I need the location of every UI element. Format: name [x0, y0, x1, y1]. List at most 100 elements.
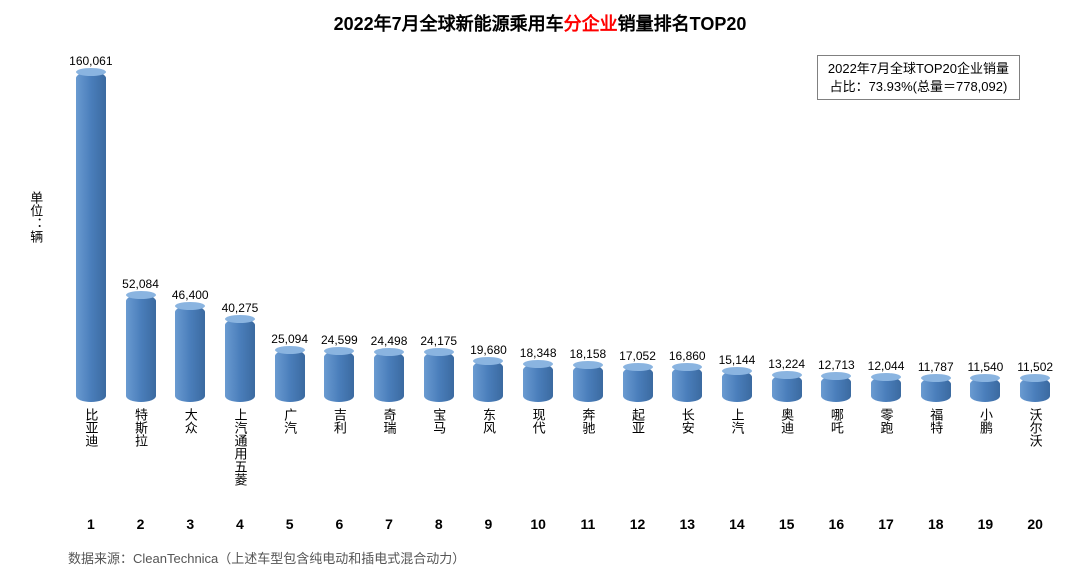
value-label: 16,860 — [669, 349, 706, 363]
bar-top-ellipse — [672, 363, 702, 371]
value-label: 18,158 — [569, 347, 606, 361]
category-label: 沃尔沃 — [1029, 408, 1042, 447]
bar: 160,061 — [76, 72, 106, 402]
plot-area: 160,061比亚迪52,084特斯拉46,400大众40,275上汽通用五菱2… — [66, 62, 1060, 402]
bar-slot: 11,540小鹏 — [961, 62, 1011, 402]
title-accent: 分企业 — [564, 14, 618, 34]
bar-slot: 52,084特斯拉 — [116, 62, 166, 402]
chart-canvas: 2022年7月全球新能源乘用车分企业销量排名TOP20 2022年7月全球TOP… — [0, 0, 1080, 574]
value-label: 11,787 — [918, 360, 954, 374]
rank-number: 5 — [286, 516, 294, 532]
category-label: 现代 — [532, 408, 545, 434]
value-label: 18,348 — [520, 346, 557, 360]
bar-slot: 24,599吉利 — [315, 62, 365, 402]
rank-number: 17 — [878, 516, 894, 532]
value-label: 13,224 — [768, 357, 805, 371]
bar: 16,860 — [672, 367, 702, 402]
category-label: 奔驰 — [581, 408, 594, 434]
bar: 25,094 — [275, 350, 305, 402]
bar: 11,502 — [1020, 378, 1050, 402]
bar-top-ellipse — [871, 373, 901, 381]
rank-number: 14 — [729, 516, 745, 532]
bar-top-ellipse — [1020, 374, 1050, 382]
chart-title: 2022年7月全球新能源乘用车分企业销量排名TOP20 — [0, 10, 1080, 36]
category-label: 东风 — [482, 408, 495, 434]
bar-slot: 24,498奇瑞 — [364, 62, 414, 402]
bar: 11,787 — [921, 378, 951, 402]
y-axis-unit-label: 单位：辆 — [28, 191, 42, 243]
bar-slot: 15,144上汽 — [712, 62, 762, 402]
category-label: 大众 — [184, 408, 197, 434]
value-label: 11,502 — [1017, 360, 1053, 374]
title-suffix: 销量排名TOP20 — [618, 14, 747, 34]
category-label: 零跑 — [880, 408, 893, 434]
source-footnote: 数据来源：CleanTechnica（上述车型包含纯电动和插电式混合动力） — [68, 548, 465, 567]
title-prefix: 2022年7月全球新能源乘用车 — [334, 14, 564, 34]
bar: 24,498 — [374, 352, 404, 402]
value-label: 11,540 — [968, 360, 1004, 374]
rank-number: 7 — [385, 516, 393, 532]
bar-slot: 13,224奥迪 — [762, 62, 812, 402]
value-label: 12,713 — [818, 358, 855, 372]
category-label: 吉利 — [333, 408, 346, 434]
value-label: 40,275 — [222, 301, 259, 315]
category-label: 特斯拉 — [134, 408, 147, 447]
value-label: 24,599 — [321, 333, 358, 347]
bar: 24,175 — [424, 352, 454, 402]
value-label: 19,680 — [470, 343, 507, 357]
category-label: 宝马 — [432, 408, 445, 434]
bar-top-ellipse — [473, 357, 503, 365]
bar-slot: 11,787福特 — [911, 62, 961, 402]
rank-number: 4 — [236, 516, 244, 532]
category-label: 比亚迪 — [84, 408, 97, 447]
category-label: 哪吒 — [830, 408, 843, 434]
rank-number: 12 — [630, 516, 646, 532]
value-label: 52,084 — [122, 277, 159, 291]
source-name: CleanTechnica — [133, 551, 218, 566]
bar-top-ellipse — [126, 291, 156, 299]
rank-number: 19 — [978, 516, 994, 532]
bar: 18,158 — [573, 365, 603, 402]
bar: 52,084 — [126, 295, 156, 402]
bar-slot: 19,680东风 — [464, 62, 514, 402]
bar-top-ellipse — [722, 367, 752, 375]
bar-top-ellipse — [175, 302, 205, 310]
category-label: 上汽 — [730, 408, 743, 434]
source-note: （上述车型包含纯电动和插电式混合动力） — [218, 551, 465, 566]
bar-top-ellipse — [623, 363, 653, 371]
bar-slot: 18,158奔驰 — [563, 62, 613, 402]
rank-number: 18 — [928, 516, 944, 532]
bar-top-ellipse — [970, 374, 1000, 382]
rank-number: 10 — [530, 516, 546, 532]
bar-slot: 18,348现代 — [513, 62, 563, 402]
bar-slot: 46,400大众 — [165, 62, 215, 402]
value-label: 24,175 — [420, 334, 457, 348]
category-label: 奥迪 — [780, 408, 793, 434]
bar-slot: 24,175宝马 — [414, 62, 464, 402]
bar-slot: 17,052起亚 — [613, 62, 663, 402]
bar-slot: 12,044零跑 — [861, 62, 911, 402]
bar-top-ellipse — [772, 371, 802, 379]
rank-number: 6 — [335, 516, 343, 532]
bar-slot: 16,860长安 — [662, 62, 712, 402]
category-label: 广汽 — [283, 408, 296, 434]
rank-number: 15 — [779, 516, 795, 532]
bar-top-ellipse — [921, 374, 951, 382]
value-label: 12,044 — [868, 359, 905, 373]
rank-number: 11 — [580, 516, 595, 532]
value-label: 17,052 — [619, 349, 656, 363]
bar: 40,275 — [225, 319, 255, 402]
bar-top-ellipse — [225, 315, 255, 323]
source-prefix: 数据来源： — [68, 551, 133, 566]
bar-top-ellipse — [275, 346, 305, 354]
bar-slot: 40,275上汽通用五菱 — [215, 62, 265, 402]
rank-number: 8 — [435, 516, 443, 532]
bar-top-ellipse — [821, 372, 851, 380]
category-label: 福特 — [929, 408, 942, 434]
bar: 12,044 — [871, 377, 901, 402]
rank-number: 3 — [186, 516, 194, 532]
value-label: 25,094 — [271, 332, 308, 346]
bar: 15,144 — [722, 371, 752, 402]
rank-number: 1 — [87, 516, 95, 532]
bar-top-ellipse — [76, 68, 106, 76]
